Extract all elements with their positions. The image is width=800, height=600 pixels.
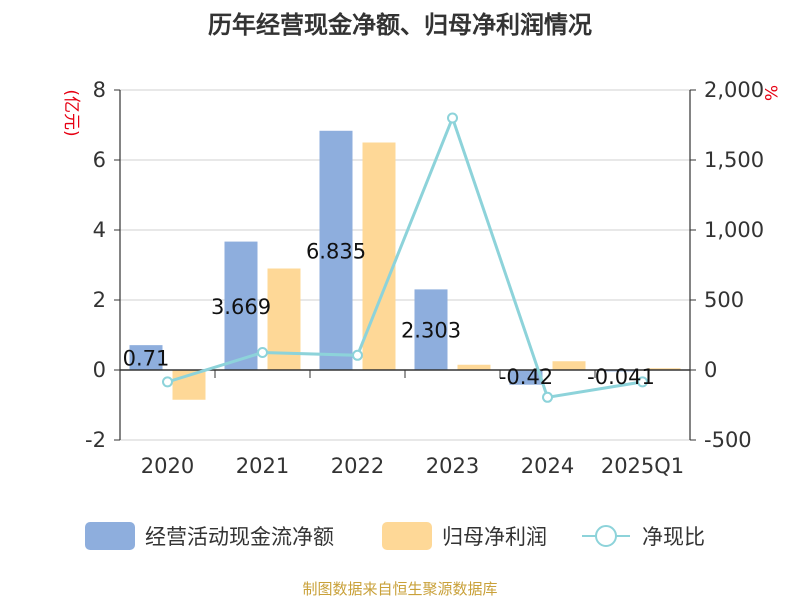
bar xyxy=(647,368,681,370)
bar xyxy=(414,289,448,370)
axes: 8 6 4 2 0 -2 2,000 1,500 1,000 500 0 -500 2020 2021 20… xyxy=(85,78,764,478)
line-net-cash-ratio xyxy=(167,113,643,399)
legend-label: 净现比 xyxy=(642,525,705,549)
right-tick-label: 2,000 xyxy=(704,78,764,102)
x-tick-label: 2020 xyxy=(141,454,194,478)
left-axis-unit: (亿元) xyxy=(61,89,81,136)
x-tick-label: 2023 xyxy=(426,454,479,478)
right-tick-label: 1,500 xyxy=(704,148,764,172)
left-tick-label: 0 xyxy=(93,358,106,382)
line-point xyxy=(637,376,648,388)
line-point xyxy=(352,349,363,361)
bar xyxy=(362,142,396,370)
right-tick-label: -500 xyxy=(704,428,752,452)
x-tick-label: 2022 xyxy=(331,454,384,478)
legend-label: 经营活动现金流净额 xyxy=(145,525,334,549)
data-label: 0.71 xyxy=(123,347,170,371)
bar xyxy=(319,130,353,370)
legend-swatch xyxy=(85,522,135,550)
left-tick-label: 8 xyxy=(93,78,106,102)
chart-title: 历年经营现金净额、归母净利润情况 xyxy=(208,11,592,39)
data-labels: 0.71 3.669 6.835 2.303 -0.42 -0.041 xyxy=(123,239,655,389)
x-tick-label: 2025Q1 xyxy=(601,454,684,478)
left-tick-label: 4 xyxy=(93,218,106,242)
legend-swatch xyxy=(382,522,432,550)
bar xyxy=(509,370,543,385)
left-tick-label: -2 xyxy=(85,428,106,452)
left-tick-label: 2 xyxy=(93,288,106,312)
left-tick-label: 6 xyxy=(93,148,106,172)
bar-layer xyxy=(129,130,681,400)
bar xyxy=(552,361,586,370)
x-tick-label: 2021 xyxy=(236,454,289,478)
data-label: 6.835 xyxy=(306,239,366,263)
right-tick-label: 500 xyxy=(704,288,744,312)
line-point xyxy=(162,376,173,388)
bar xyxy=(224,241,258,370)
line-point xyxy=(257,347,268,358)
right-axis-unit: % xyxy=(760,85,780,101)
legend-label: 归母净利润 xyxy=(442,525,547,549)
bar xyxy=(129,345,163,370)
right-tick-label: 0 xyxy=(704,358,717,382)
line-layer xyxy=(162,112,648,403)
legend: 经营活动现金流净额 归母净利润 净现比 xyxy=(85,522,705,550)
legend-marker xyxy=(595,525,617,547)
data-label: -0.42 xyxy=(499,365,553,389)
line-point xyxy=(542,391,553,403)
data-label: -0.041 xyxy=(587,365,655,389)
line-point xyxy=(447,112,458,124)
x-tick-label: 2024 xyxy=(521,454,574,478)
bar xyxy=(457,364,491,370)
data-label: 3.669 xyxy=(211,295,271,319)
right-tick-label: 1,000 xyxy=(704,218,764,242)
source-note: 制图数据来自恒生聚源数据库 xyxy=(302,580,497,598)
data-label: 2.303 xyxy=(401,319,461,343)
